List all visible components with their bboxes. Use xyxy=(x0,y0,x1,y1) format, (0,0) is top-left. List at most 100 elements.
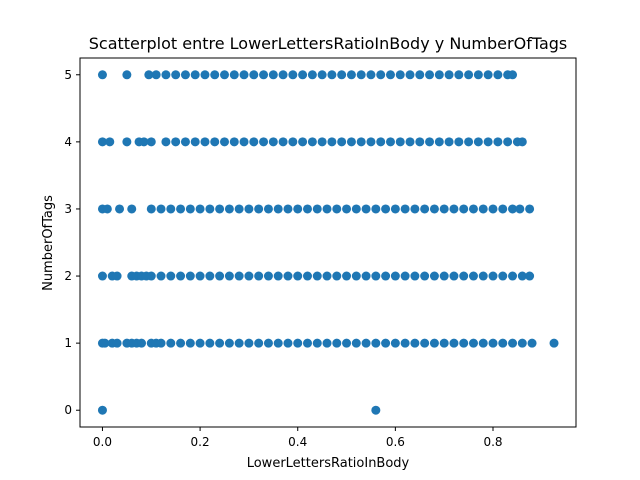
scatter-point xyxy=(498,338,508,348)
scatter-point xyxy=(293,204,303,214)
scatter-point xyxy=(449,338,459,348)
scatter-point xyxy=(254,338,264,348)
scatter-point xyxy=(332,338,342,348)
scatter-point xyxy=(483,70,493,80)
scatter-point xyxy=(215,271,225,281)
scatter-point xyxy=(439,204,449,214)
scatter-point xyxy=(176,271,186,281)
scatter-point xyxy=(376,70,386,80)
scatter-point xyxy=(190,70,200,80)
scatter-point xyxy=(356,137,366,147)
scatter-point xyxy=(415,70,425,80)
y-axis-label: NumberOfTags xyxy=(41,195,56,291)
scatter-point xyxy=(405,70,415,80)
scatter-point xyxy=(307,70,317,80)
scatter-point xyxy=(312,271,322,281)
scatter-point xyxy=(307,137,317,147)
scatter-point xyxy=(366,137,376,147)
scatter-point xyxy=(429,271,439,281)
scatter-point xyxy=(327,70,337,80)
scatter-point xyxy=(488,338,498,348)
scatter-point xyxy=(268,70,278,80)
scatter-point xyxy=(200,70,210,80)
scatter-point xyxy=(268,137,278,147)
scatter-point xyxy=(278,137,288,147)
scatter-point xyxy=(381,338,391,348)
scatter-point xyxy=(473,70,483,80)
scatter-point xyxy=(195,204,205,214)
scatter-point xyxy=(425,70,435,80)
scatter-point xyxy=(434,70,444,80)
scatter-point xyxy=(97,405,107,415)
scatter-point xyxy=(288,137,298,147)
scatter-point xyxy=(234,338,244,348)
x-tick-label: 0.2 xyxy=(191,435,210,449)
scatter-point xyxy=(146,271,156,281)
y-tick-label: 1 xyxy=(64,336,72,350)
scatter-point xyxy=(239,137,249,147)
x-tick-label: 0.0 xyxy=(93,435,112,449)
scatter-point xyxy=(371,271,381,281)
scatter-point xyxy=(337,137,347,147)
scatter-point xyxy=(415,137,425,147)
scatter-point xyxy=(293,338,303,348)
scatter-point xyxy=(288,70,298,80)
scatter-point xyxy=(498,271,508,281)
scatter-point xyxy=(283,338,293,348)
scatter-point xyxy=(166,204,176,214)
scatter-point xyxy=(371,204,381,214)
scatter-point xyxy=(185,271,195,281)
scatter-point xyxy=(210,137,220,147)
scatter-point xyxy=(105,137,115,147)
scatter-point xyxy=(342,204,352,214)
scatter-point xyxy=(303,338,312,348)
scatter-point xyxy=(220,137,229,147)
scatter-point xyxy=(488,204,498,214)
scatter-point xyxy=(312,204,322,214)
scatter-point xyxy=(127,204,137,214)
scatter-point xyxy=(405,137,415,147)
scatter-point xyxy=(508,271,518,281)
scatter-point xyxy=(385,137,395,147)
scatter-point xyxy=(312,338,322,348)
scatter-point xyxy=(468,271,478,281)
scatter-point xyxy=(454,70,464,80)
scatter-point xyxy=(224,338,234,348)
scatter-point xyxy=(361,338,371,348)
scatter-point xyxy=(303,271,312,281)
scatter-point xyxy=(166,338,176,348)
scatter-point xyxy=(224,271,234,281)
scatter-point xyxy=(400,271,410,281)
scatter-point xyxy=(171,70,181,80)
scatter-point xyxy=(322,204,332,214)
scatter-point xyxy=(322,271,332,281)
scatter-point xyxy=(337,70,347,80)
scatter-point xyxy=(205,271,215,281)
scatter-point xyxy=(351,338,361,348)
scatter-point xyxy=(420,271,430,281)
scatter-point xyxy=(161,137,171,147)
scatter-point xyxy=(381,271,391,281)
scatter-point xyxy=(400,204,410,214)
scatter-point xyxy=(195,271,205,281)
scatter-point xyxy=(298,70,308,80)
scatter-point xyxy=(478,204,488,214)
scatter-point xyxy=(420,338,430,348)
scatter-point xyxy=(429,338,439,348)
scatter-point xyxy=(244,271,254,281)
scatter-point xyxy=(156,338,166,348)
scatter-point xyxy=(361,271,371,281)
scatter-point xyxy=(224,204,234,214)
scatter-point xyxy=(525,204,535,214)
scatter-point xyxy=(439,271,449,281)
y-tick-label: 2 xyxy=(64,269,72,283)
scatter-point xyxy=(346,137,356,147)
scatter-point xyxy=(454,137,464,147)
scatter-point xyxy=(166,271,176,281)
scatter-point xyxy=(229,70,239,80)
plot-area xyxy=(80,58,576,427)
scatter-point xyxy=(317,137,327,147)
scatter-point xyxy=(303,204,312,214)
scatter-point xyxy=(210,70,220,80)
scatter-point xyxy=(478,271,488,281)
